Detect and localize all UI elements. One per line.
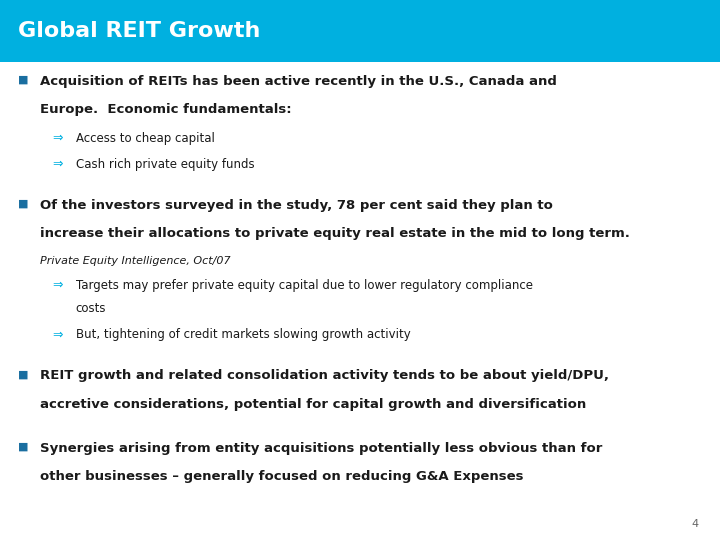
Text: ⇒: ⇒ [52,132,63,145]
Text: Acquisition of REITs has been active recently in the U.S., Canada and: Acquisition of REITs has been active rec… [40,75,557,87]
Text: ⇒: ⇒ [52,328,63,341]
Text: Cash rich private equity funds: Cash rich private equity funds [76,158,254,171]
FancyBboxPatch shape [0,0,720,62]
Text: Global REIT Growth: Global REIT Growth [18,21,261,41]
Text: But, tightening of credit markets slowing growth activity: But, tightening of credit markets slowin… [76,328,410,341]
Text: 4: 4 [691,519,698,529]
Text: Europe.  Economic fundamentals:: Europe. Economic fundamentals: [40,103,291,116]
Text: ■: ■ [18,75,29,85]
Text: accretive considerations, potential for capital growth and diversification: accretive considerations, potential for … [40,398,586,411]
Text: ⇒: ⇒ [52,279,63,292]
Text: Access to cheap capital: Access to cheap capital [76,132,215,145]
Text: Of the investors surveyed in the study, 78 per cent said they plan to: Of the investors surveyed in the study, … [40,199,552,212]
Text: ■: ■ [18,199,29,209]
Text: Targets may prefer private equity capital due to lower regulatory compliance: Targets may prefer private equity capita… [76,279,533,292]
Text: costs: costs [76,302,106,315]
Text: increase their allocations to private equity real estate in the mid to long term: increase their allocations to private eq… [40,227,629,240]
Text: Private Equity Intelligence, Oct/07: Private Equity Intelligence, Oct/07 [40,256,230,266]
Text: other businesses – generally focused on reducing G&A Expenses: other businesses – generally focused on … [40,470,523,483]
Text: ■: ■ [18,442,29,452]
Text: Synergies arising from entity acquisitions potentially less obvious than for: Synergies arising from entity acquisitio… [40,442,602,455]
Text: ■: ■ [18,369,29,380]
Text: REIT growth and related consolidation activity tends to be about yield/DPU,: REIT growth and related consolidation ac… [40,369,608,382]
Text: ⇒: ⇒ [52,158,63,171]
